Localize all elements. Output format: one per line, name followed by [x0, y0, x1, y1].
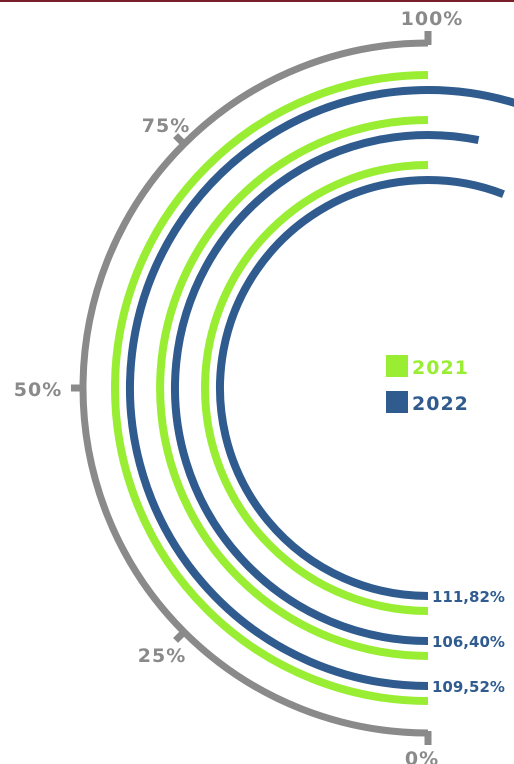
ring-2021-arc — [111, 71, 429, 705]
axis-tick-label: 75% — [142, 115, 190, 137]
legend-swatch-2021 — [386, 355, 408, 377]
axis-tick — [173, 133, 188, 148]
axis-tick — [173, 628, 188, 643]
ring-2021-arc — [156, 116, 429, 660]
legend-label-2021: 2021 — [412, 357, 469, 379]
axis-tick-label: 25% — [138, 645, 186, 667]
ring-2021-arc — [201, 161, 429, 615]
ring-2022-arc — [170, 131, 480, 645]
axis-tick-label: 50% — [14, 379, 62, 401]
legend-swatch-2022 — [386, 391, 408, 413]
axis-tick-label: 0% — [405, 748, 439, 764]
top-border-line — [0, 0, 514, 2]
ring-2022-arc — [125, 86, 514, 690]
ring-value-label: 111,82% — [432, 588, 505, 606]
axis-tick-label: 100% — [401, 8, 464, 30]
ring-value-label: 106,40% — [432, 633, 505, 651]
ring-2022-arc — [216, 176, 505, 600]
ring-value-label: 109,52% — [432, 678, 505, 696]
legend-label-2022: 2022 — [412, 393, 469, 415]
